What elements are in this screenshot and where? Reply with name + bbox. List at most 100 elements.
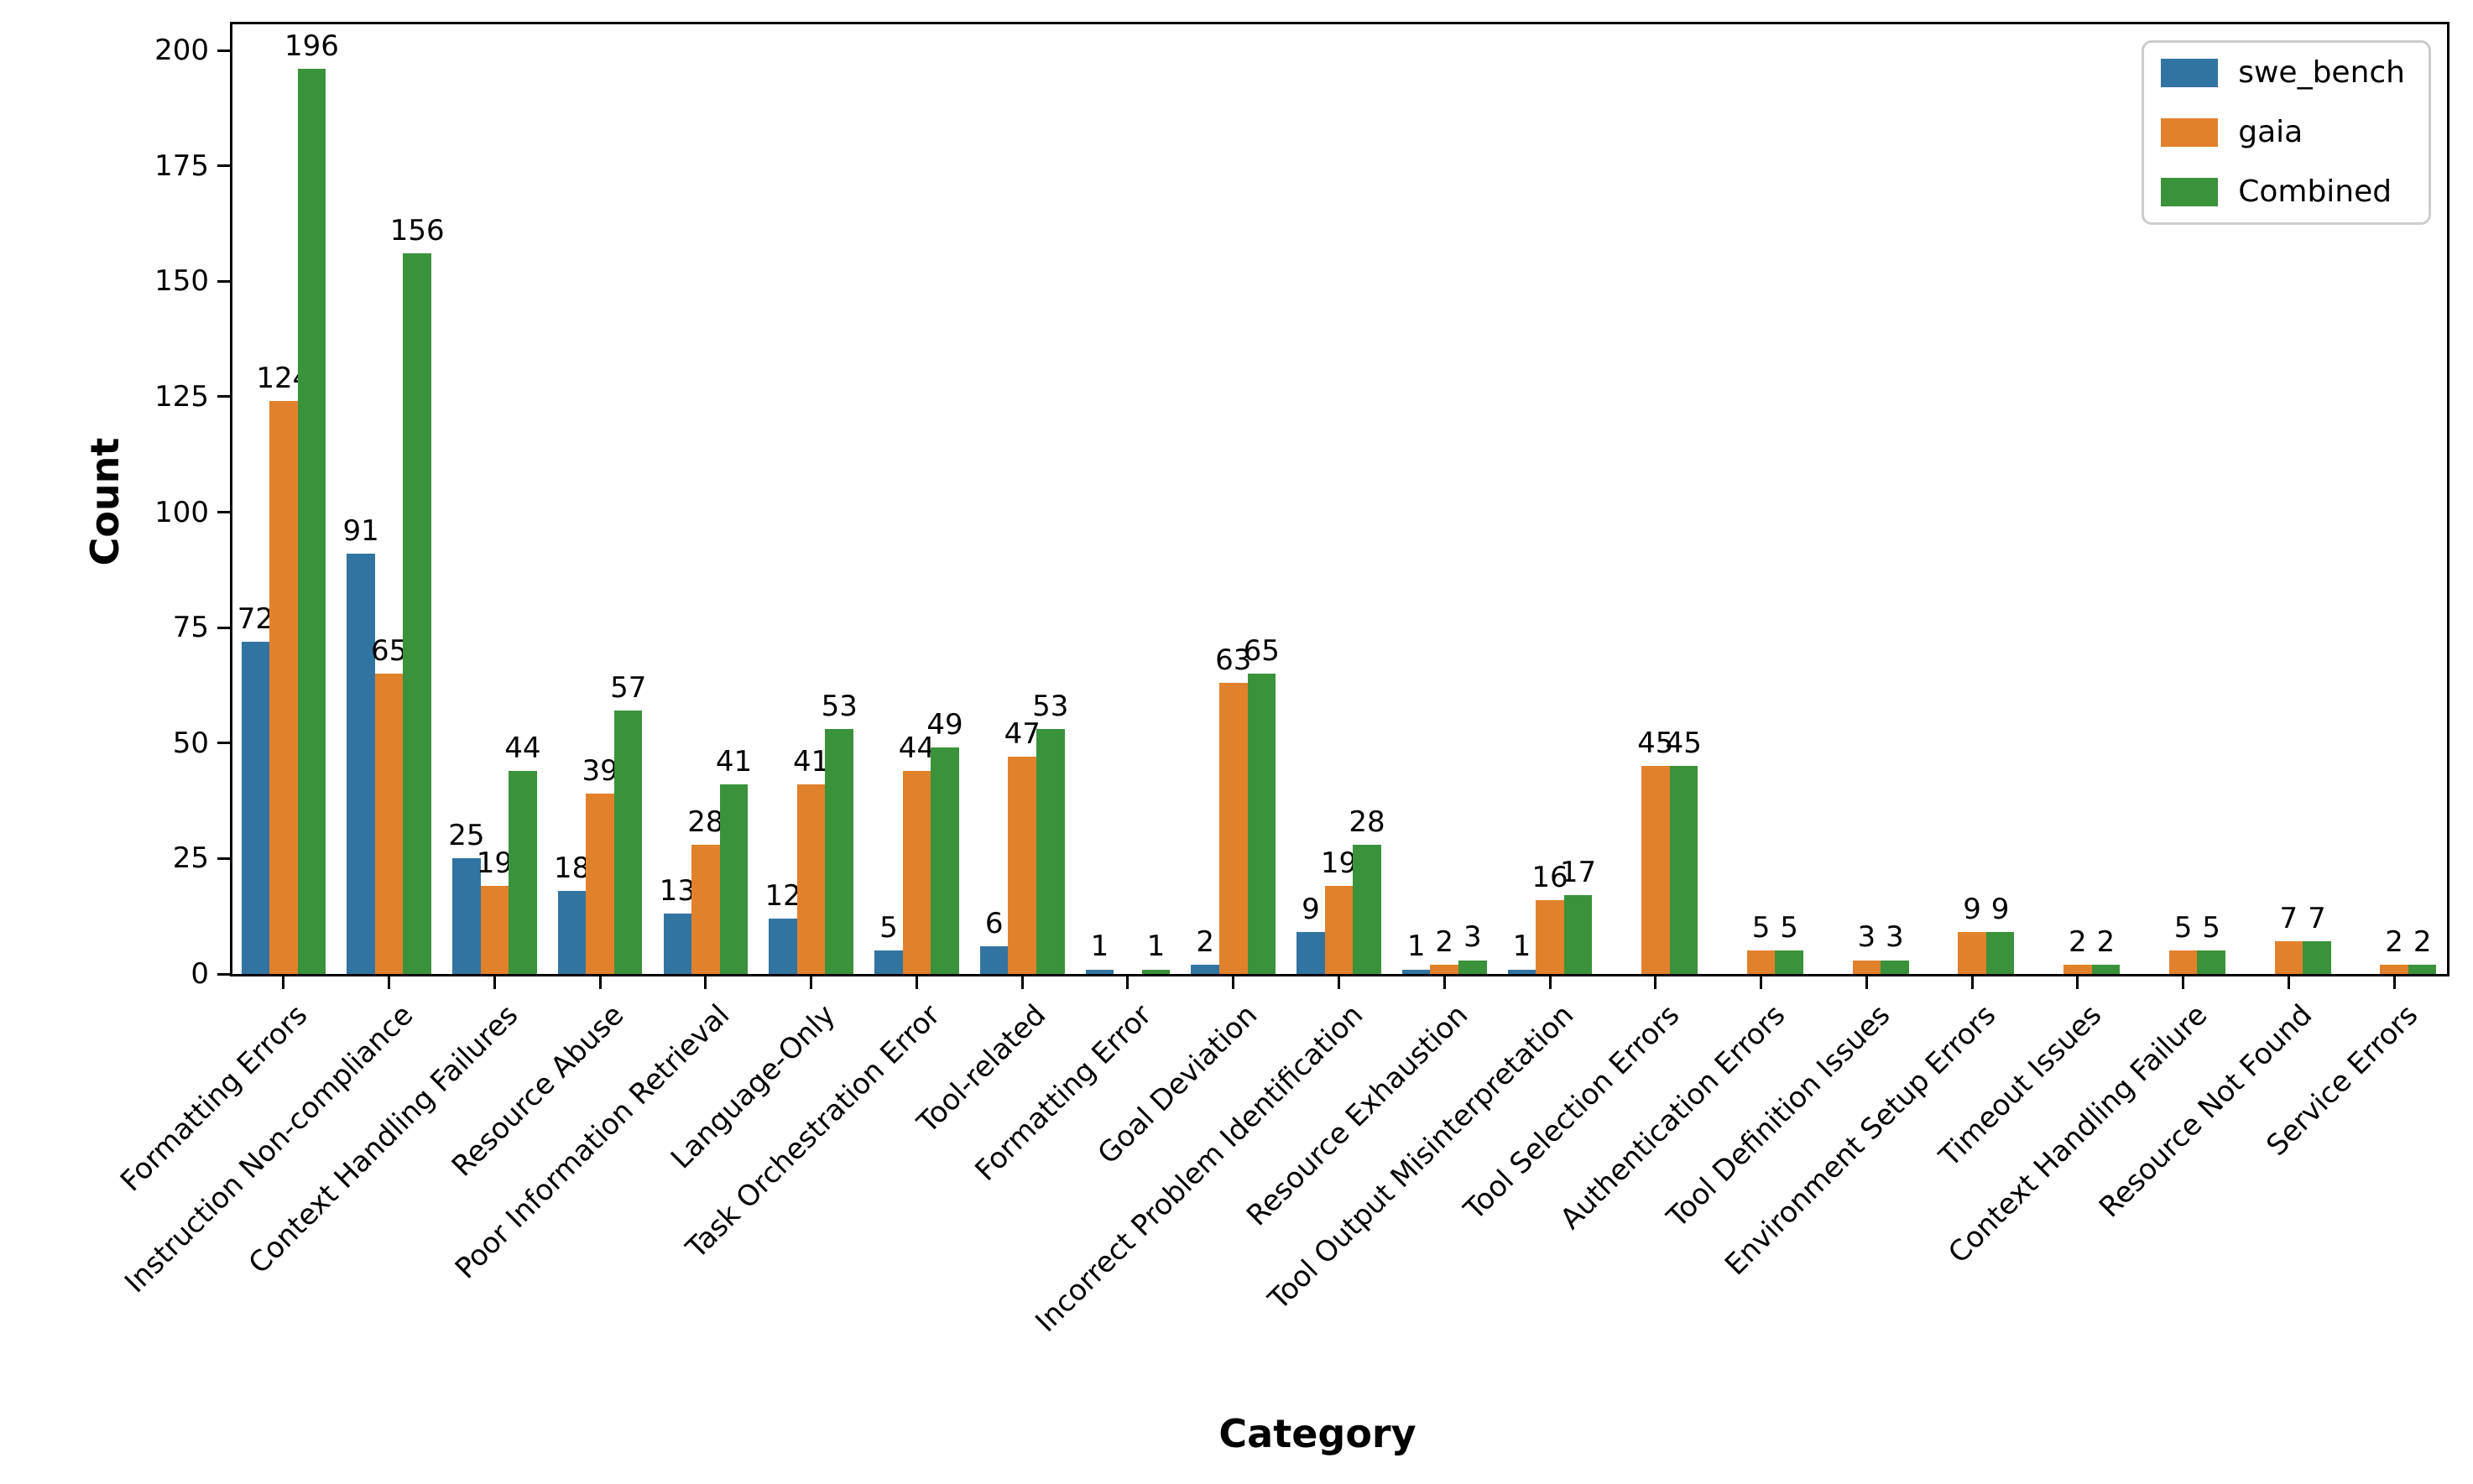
bar-Combined <box>1669 766 1698 974</box>
bar-gaia <box>1746 950 1776 974</box>
x-axis-title: Category <box>1218 1411 1416 1456</box>
x-tick-mark <box>1443 976 1446 989</box>
y-tick-mark <box>217 164 231 168</box>
bar-swe_bench <box>1296 932 1325 974</box>
x-tick-mark <box>1865 976 1868 989</box>
x-tick-mark <box>598 976 602 989</box>
x-tick-label: Formatting Error <box>968 998 1159 1188</box>
x-tick-mark <box>1126 976 1130 989</box>
bar-gaia <box>2063 965 2092 974</box>
x-tick-mark <box>1970 976 1974 989</box>
legend-entry-Combined: Combined <box>2161 175 2405 209</box>
bar-Combined <box>613 711 643 974</box>
x-tick-mark <box>915 976 918 989</box>
x-tick-mark <box>1232 976 1235 989</box>
bar-swe_bench <box>1401 969 1431 974</box>
bar-Combined <box>1353 844 1381 974</box>
x-tick-mark <box>1020 976 1024 989</box>
y-tick-label: 150 <box>154 264 209 299</box>
bar-Combined <box>1563 895 1593 974</box>
y-tick-mark <box>217 857 231 860</box>
legend-entry-gaia: gaia <box>2161 116 2405 149</box>
y-axis-title: Count <box>82 437 128 566</box>
bar-gaia <box>1958 932 1986 974</box>
bar-swe_bench <box>1507 969 1536 974</box>
bar-gaia <box>1641 766 1670 974</box>
plot-area <box>230 22 2450 976</box>
bar-gaia <box>1536 899 1564 974</box>
bar-swe_bench <box>452 858 481 974</box>
y-tick-mark <box>217 279 231 283</box>
bar-swe_bench <box>557 890 587 974</box>
y-tick-mark <box>217 626 231 629</box>
bar-Combined <box>2197 950 2225 974</box>
bar-swe_bench <box>1085 969 1114 974</box>
legend-label: Combined <box>2238 174 2392 209</box>
bar-Combined <box>1775 950 1803 974</box>
bar-Combined <box>1247 674 1276 974</box>
x-tick-mark <box>2076 976 2079 989</box>
y-tick-label: 125 <box>154 379 209 414</box>
y-tick-label: 100 <box>154 495 209 529</box>
bar-gaia <box>586 794 614 974</box>
bar-gaia <box>796 784 826 974</box>
y-tick-mark <box>217 742 231 745</box>
legend-swatch-swe_bench <box>2161 59 2219 87</box>
y-tick-label: 0 <box>190 957 209 991</box>
legend-swatch-gaia <box>2161 118 2219 147</box>
y-tick-label: 25 <box>172 841 209 876</box>
bar-Combined <box>2408 965 2437 974</box>
x-tick-mark <box>493 976 496 989</box>
x-tick-mark <box>1548 976 1552 989</box>
x-tick-mark <box>2392 976 2396 989</box>
bar-Combined <box>931 747 959 974</box>
bar-gaia <box>1324 886 1354 974</box>
x-tick-label: Resource Not Found <box>2093 998 2319 1225</box>
bar-Combined <box>1881 960 1909 974</box>
bar-gaia <box>2274 941 2303 974</box>
bar-Combined <box>1985 932 2015 974</box>
bar-gaia <box>1430 965 1459 974</box>
x-tick-mark <box>1760 976 1763 989</box>
y-tick-label: 175 <box>154 148 209 183</box>
x-tick-label: Formatting Errors <box>113 998 315 1199</box>
bar-swe_bench <box>769 918 797 974</box>
x-tick-mark <box>388 976 391 989</box>
y-tick-mark <box>217 395 231 398</box>
legend-label: gaia <box>2238 115 2303 149</box>
bar-Combined <box>1036 729 1065 974</box>
x-tick-mark <box>810 976 813 989</box>
legend-swatch-Combined <box>2161 178 2219 206</box>
bar-Combined <box>1141 969 1171 974</box>
y-tick-mark <box>217 972 231 976</box>
bar-swe_bench <box>979 945 1009 974</box>
legend-label: swe_bench <box>2238 55 2405 90</box>
y-tick-label: 50 <box>172 726 209 760</box>
bar-Combined <box>719 784 749 974</box>
bar-gaia <box>2168 950 2198 974</box>
x-tick-mark <box>282 976 285 989</box>
bar-gaia <box>374 674 404 974</box>
x-tick-mark <box>2287 976 2290 989</box>
bar-Combined <box>2091 965 2121 974</box>
bar-swe_bench <box>241 641 270 974</box>
legend-entry-swe_bench: swe_bench <box>2161 56 2405 90</box>
y-tick-label: 75 <box>172 611 209 645</box>
bar-Combined <box>2303 941 2331 974</box>
bar-gaia <box>2380 965 2408 974</box>
y-tick-mark <box>217 511 231 513</box>
bar-Combined <box>509 770 537 974</box>
bar-gaia <box>1218 683 1248 974</box>
bar-gaia <box>1852 960 1881 974</box>
bar-swe_bench <box>347 554 375 974</box>
x-tick-mark <box>1338 976 1340 989</box>
bar-gaia <box>902 770 931 974</box>
bar-gaia <box>269 401 298 974</box>
x-tick-mark <box>704 976 707 989</box>
x-tick-mark <box>1654 976 1657 989</box>
bar-gaia <box>1008 757 1036 974</box>
bar-swe_bench <box>663 914 692 974</box>
bar-Combined <box>297 69 326 974</box>
